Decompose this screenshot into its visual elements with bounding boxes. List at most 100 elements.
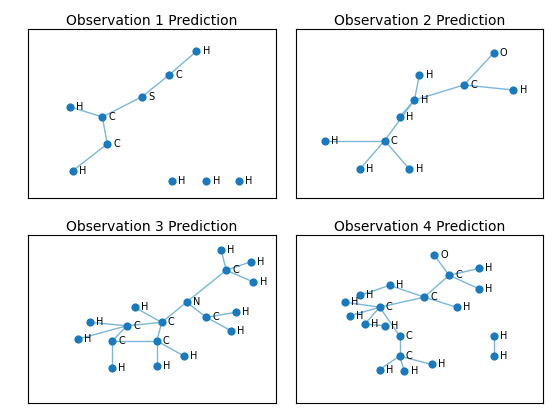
Text: H: H: [463, 302, 470, 312]
Point: [410, 97, 419, 103]
Point: [137, 93, 146, 100]
Text: H: H: [203, 46, 210, 56]
Text: H: H: [356, 311, 363, 320]
Point: [356, 166, 365, 173]
Point: [430, 252, 438, 258]
Point: [68, 168, 77, 174]
Text: H: H: [242, 307, 250, 317]
Point: [98, 113, 107, 120]
Text: H: H: [141, 302, 148, 312]
Point: [234, 178, 243, 184]
Text: H: H: [416, 164, 423, 174]
Point: [489, 50, 498, 56]
Point: [375, 304, 384, 310]
Text: H: H: [366, 291, 374, 300]
Text: H: H: [213, 176, 220, 186]
Text: H: H: [260, 277, 267, 287]
Text: C: C: [455, 270, 462, 280]
Point: [165, 71, 174, 78]
Text: H: H: [396, 280, 403, 290]
Text: H: H: [421, 95, 428, 105]
Point: [249, 278, 258, 285]
Title: Observation 2 Prediction: Observation 2 Prediction: [334, 14, 505, 28]
Text: H: H: [332, 136, 339, 145]
Text: O: O: [500, 48, 507, 58]
Text: H: H: [426, 70, 433, 80]
Text: H: H: [84, 334, 91, 344]
Point: [167, 178, 176, 184]
Point: [375, 366, 384, 373]
Text: C: C: [391, 136, 398, 145]
Point: [380, 323, 389, 329]
Point: [321, 137, 330, 144]
Text: C: C: [114, 139, 120, 149]
Point: [86, 319, 95, 326]
Text: C: C: [386, 302, 393, 312]
Point: [474, 285, 483, 292]
Point: [395, 113, 404, 120]
Point: [445, 272, 454, 278]
Point: [152, 338, 161, 344]
Text: C: C: [133, 321, 140, 331]
Point: [380, 137, 389, 144]
Title: Observation 1 Prediction: Observation 1 Prediction: [66, 14, 237, 28]
Point: [192, 48, 201, 55]
Point: [356, 292, 365, 299]
Text: C: C: [109, 112, 115, 122]
Title: Observation 4 Prediction: Observation 4 Prediction: [334, 220, 505, 234]
Text: C: C: [406, 331, 413, 341]
Text: H: H: [118, 363, 126, 373]
Text: H: H: [178, 176, 185, 186]
Point: [73, 336, 82, 343]
Text: H: H: [245, 176, 252, 186]
Point: [246, 258, 255, 265]
Point: [202, 178, 211, 184]
Point: [108, 365, 116, 371]
Text: C: C: [470, 80, 477, 90]
Point: [182, 299, 191, 305]
Point: [459, 81, 468, 88]
Point: [108, 338, 116, 344]
Text: H: H: [163, 361, 170, 371]
Text: C: C: [232, 265, 239, 275]
Point: [489, 333, 498, 339]
Point: [66, 103, 74, 110]
Text: H: H: [485, 263, 492, 273]
Point: [400, 368, 409, 375]
Text: C: C: [118, 336, 125, 346]
Point: [202, 314, 211, 321]
Text: H: H: [237, 326, 245, 336]
Point: [405, 166, 414, 173]
Text: H: H: [410, 366, 418, 376]
Text: H: H: [76, 102, 83, 112]
Point: [474, 265, 483, 272]
Point: [222, 267, 231, 273]
Point: [180, 353, 189, 360]
Text: S: S: [148, 92, 154, 102]
Point: [420, 294, 429, 300]
Text: H: H: [227, 245, 235, 255]
Text: H: H: [391, 321, 398, 331]
Text: C: C: [431, 292, 437, 302]
Text: C: C: [163, 336, 170, 346]
Text: H: H: [500, 331, 507, 341]
Text: H: H: [190, 351, 198, 361]
Point: [361, 321, 370, 328]
Text: H: H: [485, 284, 492, 294]
Point: [157, 319, 166, 326]
Text: H: H: [386, 365, 393, 375]
Text: C: C: [175, 70, 182, 80]
Text: H: H: [500, 351, 507, 361]
Point: [415, 71, 424, 78]
Text: H: H: [351, 297, 358, 307]
Point: [427, 361, 436, 368]
Text: C: C: [168, 318, 175, 327]
Point: [123, 323, 132, 329]
Point: [395, 333, 404, 339]
Point: [489, 353, 498, 360]
Point: [103, 141, 112, 147]
Text: H: H: [371, 319, 379, 329]
Text: H: H: [406, 112, 413, 122]
Point: [346, 312, 354, 319]
Text: N: N: [193, 297, 200, 307]
